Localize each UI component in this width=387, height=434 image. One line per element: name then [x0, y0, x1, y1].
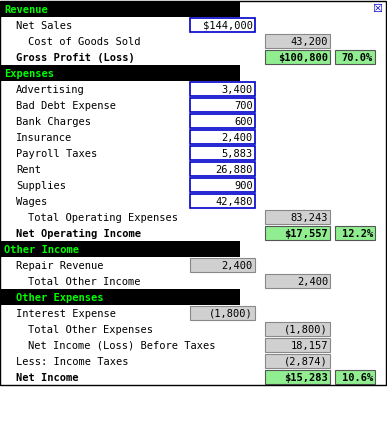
Bar — [0, 289, 240, 305]
Text: Bad Debt Expense: Bad Debt Expense — [16, 101, 116, 111]
Text: $100,800: $100,800 — [278, 53, 328, 63]
Text: Gross Profit (Loss): Gross Profit (Loss) — [16, 53, 135, 63]
Text: Net Operating Income: Net Operating Income — [16, 228, 141, 238]
Text: Other Expenses: Other Expenses — [16, 293, 103, 302]
Bar — [265, 210, 330, 224]
Bar — [335, 51, 375, 65]
Text: 2,400: 2,400 — [222, 260, 253, 270]
Bar — [335, 370, 375, 384]
Text: Rent: Rent — [16, 164, 41, 174]
Text: 2,400: 2,400 — [222, 133, 253, 143]
Bar — [265, 51, 330, 65]
Text: 12.2%: 12.2% — [342, 228, 373, 238]
Text: Wages: Wages — [16, 197, 47, 207]
Text: 43,200: 43,200 — [291, 37, 328, 47]
Text: Bank Charges: Bank Charges — [16, 117, 91, 127]
Text: Less: Income Taxes: Less: Income Taxes — [16, 356, 128, 366]
Bar — [190, 194, 255, 208]
Bar — [265, 35, 330, 49]
Bar — [265, 274, 330, 288]
Text: $144,000: $144,000 — [203, 21, 253, 31]
Text: Payroll Taxes: Payroll Taxes — [16, 149, 97, 159]
Bar — [265, 354, 330, 368]
Bar — [190, 163, 255, 177]
Bar — [0, 66, 240, 82]
Text: 600: 600 — [234, 117, 253, 127]
Text: Repair Revenue: Repair Revenue — [16, 260, 103, 270]
Bar — [335, 227, 375, 240]
Text: 900: 900 — [234, 181, 253, 191]
Text: 42,480: 42,480 — [216, 197, 253, 207]
Text: Net Income (Loss) Before Taxes: Net Income (Loss) Before Taxes — [28, 340, 216, 350]
Text: Net Income: Net Income — [16, 372, 79, 382]
Bar — [265, 322, 330, 336]
Text: 70.0%: 70.0% — [342, 53, 373, 63]
Bar — [0, 241, 240, 257]
Bar — [265, 338, 330, 352]
Bar — [190, 147, 255, 161]
Text: (2,874): (2,874) — [284, 356, 328, 366]
Text: Total Other Expenses: Total Other Expenses — [28, 324, 153, 334]
Bar — [0, 2, 240, 18]
Text: Advertising: Advertising — [16, 85, 85, 95]
Bar — [190, 19, 255, 33]
Text: Cost of Goods Sold: Cost of Goods Sold — [28, 37, 140, 47]
Text: $15,283: $15,283 — [284, 372, 328, 382]
Text: 26,880: 26,880 — [216, 164, 253, 174]
Text: Total Operating Expenses: Total Operating Expenses — [28, 213, 178, 223]
Text: Revenue: Revenue — [4, 5, 48, 15]
Text: Interest Expense: Interest Expense — [16, 308, 116, 318]
Bar — [190, 258, 255, 273]
Text: 3,400: 3,400 — [222, 85, 253, 95]
Bar — [190, 83, 255, 97]
Bar — [190, 178, 255, 193]
Text: 18,157: 18,157 — [291, 340, 328, 350]
Bar — [265, 370, 330, 384]
Text: 83,243: 83,243 — [291, 213, 328, 223]
Text: Net Sales: Net Sales — [16, 21, 72, 31]
Text: Supplies: Supplies — [16, 181, 66, 191]
Text: 700: 700 — [234, 101, 253, 111]
Bar — [190, 306, 255, 320]
Text: (1,800): (1,800) — [284, 324, 328, 334]
Text: $17,557: $17,557 — [284, 228, 328, 238]
Text: ☒: ☒ — [372, 4, 382, 14]
Text: 10.6%: 10.6% — [342, 372, 373, 382]
Bar — [190, 115, 255, 129]
Text: Other Income: Other Income — [4, 244, 79, 254]
Text: (1,800): (1,800) — [209, 308, 253, 318]
Text: 5,883: 5,883 — [222, 149, 253, 159]
Text: Total Other Income: Total Other Income — [28, 276, 140, 286]
Text: 2,400: 2,400 — [297, 276, 328, 286]
Bar — [0, 2, 386, 385]
Bar — [190, 99, 255, 113]
Bar — [190, 131, 255, 145]
Text: Insurance: Insurance — [16, 133, 72, 143]
Bar — [265, 227, 330, 240]
Text: Expenses: Expenses — [4, 69, 54, 79]
